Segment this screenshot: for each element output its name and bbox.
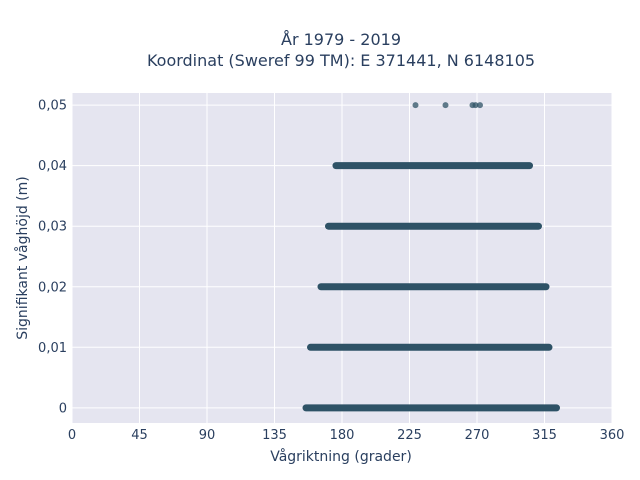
x-tick-label: 315: [532, 428, 557, 443]
x-tick-label: 180: [330, 428, 355, 443]
x-tick-label: 45: [131, 428, 148, 443]
chart-title-line-2: Koordinat (Sweref 99 TM): E 371441, N 61…: [147, 51, 535, 70]
x-tick-label: 135: [262, 428, 287, 443]
data-points: [302, 102, 560, 412]
x-tick-label: 90: [199, 428, 216, 443]
x-axis-title: Vågriktning (grader): [270, 448, 412, 465]
x-tick-label: 0: [68, 428, 76, 443]
y-axis-title: Signifikant våghöjd (m): [14, 176, 31, 339]
x-tick-label: 360: [600, 428, 625, 443]
data-point: [535, 223, 542, 230]
y-tick-label: 0: [59, 401, 67, 416]
data-point: [472, 102, 479, 109]
data-point: [553, 404, 560, 411]
data-point: [442, 102, 449, 109]
x-tick-label: 270: [465, 428, 490, 443]
y-axis-ticks: 0 0,01 0,02 0,03 0,04 0,05: [38, 99, 67, 417]
chart-title-line-1: År 1979 - 2019: [281, 30, 401, 49]
x-axis-ticks: 0 45 90 135 180 225 270 315 360: [68, 428, 625, 443]
y-tick-label: 0,04: [38, 159, 67, 174]
y-tick-label: 0,03: [38, 220, 67, 235]
data-point: [477, 102, 483, 109]
data-point: [543, 283, 549, 290]
data-point: [412, 102, 419, 109]
x-tick-label: 225: [397, 428, 422, 443]
data-point: [526, 162, 533, 169]
chart-title: År 1979 - 2019 Koordinat (Sweref 99 TM):…: [147, 30, 535, 70]
y-tick-label: 0,02: [38, 280, 67, 295]
data-point: [546, 344, 552, 351]
y-tick-label: 0,05: [38, 99, 67, 114]
y-tick-label: 0,01: [38, 341, 67, 356]
